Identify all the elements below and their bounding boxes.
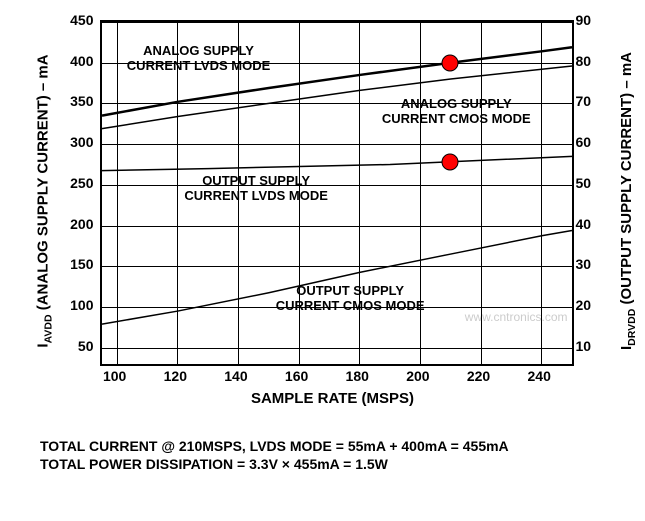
chart-container: www.cntronics.com ANALOG SUPPLY CURRENT … — [28, 10, 638, 430]
gridline-v — [117, 22, 118, 364]
gridline-h — [102, 266, 572, 267]
gridline-h — [102, 226, 572, 227]
series-label-analog-cmos: ANALOG SUPPLY CURRENT CMOS MODE — [382, 97, 531, 127]
x-tick-label: 220 — [467, 368, 490, 384]
series-label-analog-lvds: ANALOG SUPPLY CURRENT LVDS MODE — [127, 44, 270, 74]
y-right-tick-label: 50 — [576, 175, 592, 191]
y-right-tick-label: 10 — [576, 338, 592, 354]
y-left-tick-label: 200 — [70, 216, 93, 232]
y-left-tick-label: 100 — [70, 297, 93, 313]
gridline-h — [102, 144, 572, 145]
gridline-v — [481, 22, 482, 364]
x-axis-label: SAMPLE RATE (MSPS) — [251, 390, 414, 407]
x-tick-label: 100 — [103, 368, 126, 384]
x-tick-label: 140 — [224, 368, 247, 384]
y-left-axis-label: IAVDD (ANALOG SUPPLY CURRENT) – mA — [34, 54, 54, 347]
x-tick-label: 160 — [285, 368, 308, 384]
y-left-tick-label: 400 — [70, 53, 93, 69]
marker-analog-lvds — [442, 54, 459, 71]
y-right-tick-label: 90 — [576, 12, 592, 28]
footer-text: TOTAL CURRENT @ 210MSPS, LVDS MODE = 55m… — [40, 438, 625, 473]
y-left-tick-label: 250 — [70, 175, 93, 191]
footer-line1: TOTAL CURRENT @ 210MSPS, LVDS MODE = 55m… — [40, 438, 625, 456]
gridline-v — [541, 22, 542, 364]
y-right-tick-label: 60 — [576, 134, 592, 150]
y-left-tick-label: 50 — [78, 338, 94, 354]
series-label-output-lvds: OUTPUT SUPPLY CURRENT LVDS MODE — [184, 174, 327, 204]
y-right-tick-label: 80 — [576, 53, 592, 69]
y-right-tick-label: 30 — [576, 256, 592, 272]
y-right-axis-label: IDRVDD (OUTPUT SUPPLY CURRENT) – mA — [618, 31, 638, 371]
y-left-tick-label: 300 — [70, 134, 93, 150]
gridline-h — [102, 22, 572, 23]
x-tick-label: 120 — [164, 368, 187, 384]
x-tick-label: 180 — [346, 368, 369, 384]
marker-output-lvds — [442, 154, 459, 171]
gridline-h — [102, 348, 572, 349]
x-tick-label: 240 — [527, 368, 550, 384]
plot-area: www.cntronics.com ANALOG SUPPLY CURRENT … — [100, 20, 574, 366]
y-left-tick-label: 450 — [70, 12, 93, 28]
y-right-tick-label: 70 — [576, 93, 592, 109]
x-tick-label: 200 — [406, 368, 429, 384]
y-left-tick-label: 350 — [70, 93, 93, 109]
series-label-output-cmos: OUTPUT SUPPLY CURRENT CMOS MODE — [276, 284, 425, 314]
footer-line2: TOTAL POWER DISSIPATION = 3.3V × 455mA =… — [40, 456, 625, 474]
series-output-lvds — [102, 156, 572, 170]
gridline-h — [102, 185, 572, 186]
y-right-tick-label: 20 — [576, 297, 592, 313]
y-right-tick-label: 40 — [576, 216, 592, 232]
y-left-tick-label: 150 — [70, 256, 93, 272]
